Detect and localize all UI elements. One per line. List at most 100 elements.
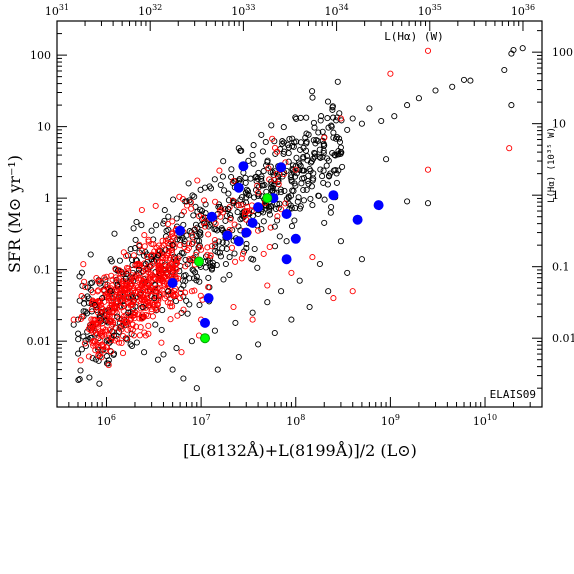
data-point-red <box>265 165 272 172</box>
data-point-black <box>225 197 232 204</box>
data-point-black <box>211 327 218 334</box>
data-point-blue <box>233 182 244 193</box>
data-point-red <box>196 213 203 220</box>
data-point-black <box>283 238 290 245</box>
data-point-black <box>225 190 232 197</box>
data-point-black <box>128 342 136 350</box>
data-point-black <box>318 113 325 120</box>
data-point-red <box>254 182 261 189</box>
x-tick-label: 107 <box>192 413 211 428</box>
data-point-black <box>161 207 168 214</box>
data-point-black <box>183 232 190 239</box>
data-point-black <box>310 137 317 144</box>
data-point-black <box>214 366 221 373</box>
data-point-black <box>222 217 229 224</box>
data-point-red <box>108 317 115 324</box>
data-point-red <box>337 115 344 122</box>
data-point-black <box>139 303 146 311</box>
data-point-black <box>316 153 323 160</box>
data-point-black <box>226 271 233 279</box>
data-point-red <box>138 313 145 320</box>
data-point-black <box>297 146 304 153</box>
data-point-red <box>188 288 195 295</box>
data-point-black <box>293 154 300 161</box>
data-point-red <box>137 305 144 312</box>
data-point-black <box>251 194 258 201</box>
data-point-black <box>114 313 121 320</box>
x-tick-label: 109 <box>381 413 400 428</box>
data-point-black <box>91 301 98 309</box>
data-point-red <box>169 249 176 257</box>
x-tick-label: 108 <box>286 413 305 428</box>
data-point-red <box>157 269 164 276</box>
data-point-red <box>216 207 223 214</box>
data-point-red <box>159 255 167 262</box>
data-point-red <box>109 276 116 283</box>
data-point-blue <box>373 200 384 211</box>
data-point-red <box>128 315 135 322</box>
data-point-red <box>136 332 143 339</box>
data-point-black <box>217 253 224 260</box>
data-point-red <box>230 303 237 311</box>
data-point-red <box>148 306 155 313</box>
data-point-black <box>138 222 145 229</box>
x-tick-label: 1010 <box>473 413 497 428</box>
data-point-red <box>123 264 131 271</box>
data-point-black <box>211 176 218 183</box>
data-point-black <box>173 345 180 352</box>
data-point-red <box>216 167 223 174</box>
data-point-red <box>139 279 146 287</box>
data-point-black <box>209 262 216 269</box>
data-point-black <box>311 124 318 131</box>
data-point-black <box>219 245 226 252</box>
data-point-red <box>98 332 105 339</box>
data-point-red <box>156 291 163 298</box>
data-point-black <box>242 179 249 186</box>
data-point-black <box>303 186 310 193</box>
data-point-red <box>117 270 124 277</box>
data-point-red <box>207 252 214 259</box>
data-point-red <box>156 263 163 270</box>
data-point-red <box>275 181 282 188</box>
data-point-red <box>177 242 184 249</box>
data-point-black <box>235 145 242 152</box>
data-point-black <box>279 140 286 147</box>
data-point-black <box>87 251 94 258</box>
data-point-red <box>137 324 144 331</box>
data-point-black <box>83 310 90 317</box>
data-point-red <box>118 326 125 333</box>
data-point-red <box>155 270 162 277</box>
x2-tick-label: 1032 <box>138 3 162 18</box>
data-point-red <box>130 332 137 339</box>
data-point-red <box>330 295 337 302</box>
data-point-black <box>133 339 140 346</box>
data-point-black <box>294 198 301 205</box>
data-point-black <box>280 124 287 131</box>
data-point-black <box>327 209 334 216</box>
data-point-red <box>174 312 181 319</box>
data-point-black <box>285 194 292 201</box>
data-point-black <box>250 142 257 149</box>
data-point-black <box>285 158 292 165</box>
data-point-black <box>320 149 327 157</box>
data-point-red <box>185 244 192 252</box>
data-point-red <box>130 298 137 305</box>
data-point-red <box>143 300 150 308</box>
data-point-black <box>254 264 261 271</box>
data-point-red <box>208 243 215 250</box>
data-point-black <box>297 203 304 210</box>
data-point-blue <box>203 293 214 304</box>
x2-tick-label: 1033 <box>231 3 255 18</box>
annotation-label: ELAIS09 <box>490 388 536 401</box>
data-point-red <box>212 220 219 227</box>
data-point-black <box>325 157 332 164</box>
data-point-black <box>276 200 283 207</box>
data-point-blue <box>241 227 252 238</box>
data-point-red <box>131 273 139 280</box>
data-point-black <box>161 217 168 224</box>
data-point-red <box>123 319 130 326</box>
data-point-red <box>175 275 182 282</box>
data-point-black <box>170 196 177 203</box>
